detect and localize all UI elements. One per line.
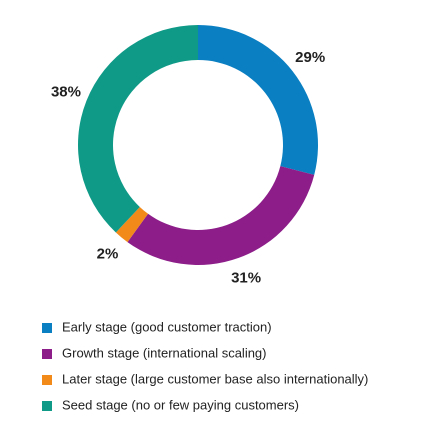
legend-label: Seed stage (no or few paying customers) — [62, 397, 299, 412]
legend-label: Later stage (large customer base also in… — [62, 371, 368, 386]
legend-swatch — [42, 349, 52, 359]
data-label: 31% — [231, 270, 261, 287]
legend-swatch — [42, 323, 52, 333]
legend-swatch — [42, 401, 52, 411]
donut-segment — [198, 25, 318, 175]
data-label: 29% — [295, 49, 325, 66]
data-label: 38% — [51, 84, 81, 101]
donut-segment — [77, 25, 198, 233]
legend-label: Growth stage (international scaling) — [62, 345, 267, 360]
data-label: 2% — [97, 245, 119, 262]
donut-segment — [115, 206, 149, 243]
legend-swatch — [42, 375, 52, 385]
donut-segment — [127, 166, 315, 265]
legend-label: Early stage (good customer traction) — [62, 319, 272, 334]
